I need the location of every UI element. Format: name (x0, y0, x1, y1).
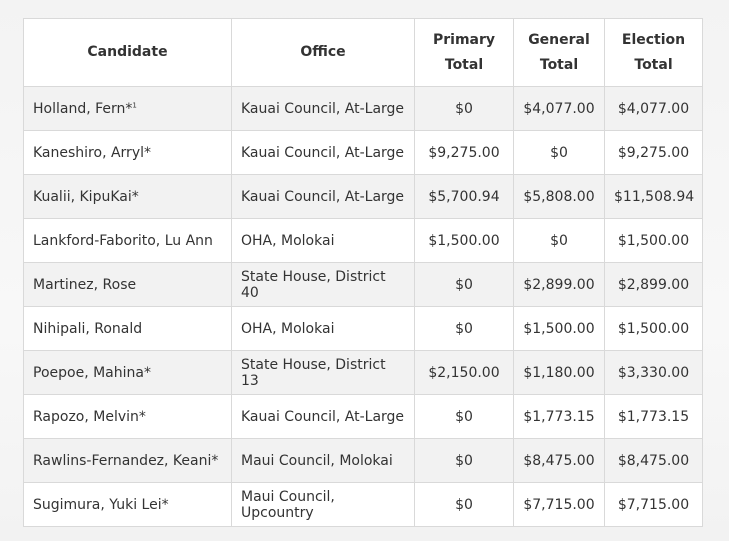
header-label-line: Total (634, 56, 673, 73)
primary-total-cell: $2,150.00 (414, 350, 514, 395)
table-header-row: Candidate Office Primary Total General Total E… (23, 18, 703, 87)
general-total-cell: $0 (513, 130, 605, 175)
office-cell: Maui Council, Molokai (231, 438, 415, 483)
candidate-name: Nihipali, Ronald (33, 320, 143, 337)
candidate-name: Poepoe, Mahina* (33, 364, 151, 381)
primary-total-cell: $0 (414, 394, 514, 439)
candidate-name: Kaneshiro, Arryl* (33, 144, 151, 161)
office-cell: OHA, Molokai (231, 218, 415, 263)
primary-total-cell: $0 (414, 482, 514, 527)
table-row: Kualii, KipuKai* Kauai Council, At-Large $… (23, 174, 703, 219)
header-office: Office (231, 18, 415, 87)
election-total-cell: $9,275.00 (604, 130, 703, 175)
office-cell: Kauai Council, At-Large (231, 174, 415, 219)
general-total-cell: $7,715.00 (513, 482, 605, 527)
primary-total-cell: $0 (414, 262, 514, 307)
office-cell: Kauai Council, At-Large (231, 394, 415, 439)
candidate-cell: Martinez, Rose (23, 262, 232, 307)
election-total-cell: $2,899.00 (604, 262, 703, 307)
candidate-cell: Nihipali, Ronald (23, 306, 232, 351)
election-total-cell: $7,715.00 (604, 482, 703, 527)
header-primary-total: Primary Total (414, 18, 514, 87)
header-label-line: Total (539, 56, 579, 73)
candidate-cell: Kaneshiro, Arryl* (23, 130, 232, 175)
election-total-cell: $11,508.94 (604, 174, 703, 219)
candidate-name: Sugimura, Yuki Lei* (33, 496, 169, 513)
primary-total-cell: $1,500.00 (414, 218, 514, 263)
primary-total-cell: $0 (414, 438, 514, 483)
general-total-cell: $8,475.00 (513, 438, 605, 483)
candidate-cell: Kualii, KipuKai* (23, 174, 232, 219)
header-candidate: Candidate (23, 18, 232, 87)
table-row: Rawlins-Fernandez, Keani* Maui Council, M… (23, 438, 703, 483)
primary-total-cell: $0 (414, 86, 514, 131)
table-body: Holland, Fern*1 Kauai Council, At-Large $0… (23, 86, 703, 527)
header-label-line: Primary (432, 31, 496, 48)
candidate-cell: Holland, Fern*1 (23, 86, 232, 131)
header-general-total: General Total (513, 18, 605, 87)
election-total-cell: $8,475.00 (604, 438, 703, 483)
candidate-cell: Sugimura, Yuki Lei* (23, 482, 232, 527)
general-total-cell: $4,077.00 (513, 86, 605, 131)
table-row: Lankford-Faborito, Lu Ann OHA, Molokai $1,… (23, 218, 703, 263)
general-total-cell: $0 (513, 218, 605, 263)
primary-total-cell: $5,700.94 (414, 174, 514, 219)
general-total-cell: $5,808.00 (513, 174, 605, 219)
primary-total-cell: $0 (414, 306, 514, 351)
candidate-name: Rapozo, Melvin* (33, 408, 146, 425)
header-election-total: Election Total (604, 18, 703, 87)
general-total-cell: $1,180.00 (513, 350, 605, 395)
table-row: Kaneshiro, Arryl* Kauai Council, At-Large… (23, 130, 703, 175)
campaign-contributions-table-container: Candidate Office Primary Total General Total E… (23, 18, 703, 527)
general-total-cell: $1,773.15 (513, 394, 605, 439)
footnote-marker[interactable]: 1 (132, 100, 137, 109)
office-cell: Kauai Council, At-Large (231, 130, 415, 175)
election-total-cell: $4,077.00 (604, 86, 703, 131)
candidate-cell: Rapozo, Melvin* (23, 394, 232, 439)
table-row: Holland, Fern*1 Kauai Council, At-Large $0… (23, 86, 703, 131)
candidate-cell: Lankford-Faborito, Lu Ann (23, 218, 232, 263)
election-total-cell: $1,500.00 (604, 218, 703, 263)
candidate-name: Martinez, Rose (33, 276, 137, 293)
table-row: Martinez, Rose State House, District 40 $0… (23, 262, 703, 307)
office-cell: State House, District 13 (231, 350, 415, 395)
header-label-line: Total (444, 56, 484, 73)
campaign-contributions-table: Candidate Office Primary Total General Total E… (23, 18, 703, 527)
general-total-cell: $1,500.00 (513, 306, 605, 351)
candidate-name: Holland, Fern* (33, 100, 133, 117)
header-label-line: Candidate (87, 44, 168, 60)
election-total-cell: $1,773.15 (604, 394, 703, 439)
election-total-cell: $1,500.00 (604, 306, 703, 351)
table-row: Sugimura, Yuki Lei* Maui Council, Upcount… (23, 482, 703, 527)
office-cell: Maui Council, Upcountry (231, 482, 415, 527)
candidate-name: Rawlins-Fernandez, Keani* (33, 452, 219, 469)
office-cell: State House, District 40 (231, 262, 415, 307)
office-cell: Kauai Council, At-Large (231, 86, 415, 131)
election-total-cell: $3,330.00 (604, 350, 703, 395)
header-label-line: Election (621, 31, 686, 48)
header-label-line: Office (300, 44, 346, 60)
table-row: Poepoe, Mahina* State House, District 13 $… (23, 350, 703, 395)
candidate-cell: Poepoe, Mahina* (23, 350, 232, 395)
candidate-name: Lankford-Faborito, Lu Ann (33, 232, 213, 249)
candidate-name: Kualii, KipuKai* (33, 188, 139, 205)
general-total-cell: $2,899.00 (513, 262, 605, 307)
table-row: Rapozo, Melvin* Kauai Council, At-Large $0… (23, 394, 703, 439)
primary-total-cell: $9,275.00 (414, 130, 514, 175)
office-cell: OHA, Molokai (231, 306, 415, 351)
candidate-cell: Rawlins-Fernandez, Keani* (23, 438, 232, 483)
table-row: Nihipali, Ronald OHA, Molokai $0 $1,500.00 $… (23, 306, 703, 351)
header-label-line: General (528, 31, 590, 48)
